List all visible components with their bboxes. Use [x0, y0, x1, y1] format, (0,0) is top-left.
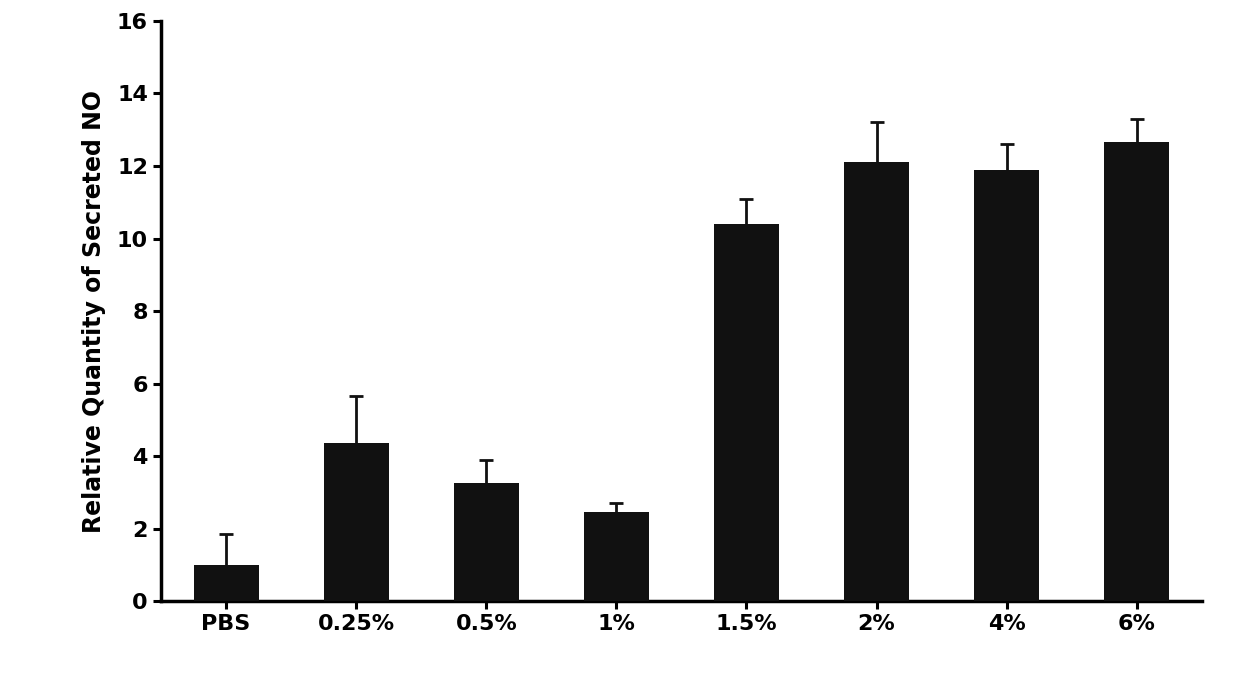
Bar: [1104, 143, 1170, 601]
Y-axis label: Relative Quantity of Secreted NO: Relative Quantity of Secreted NO: [82, 89, 105, 533]
Bar: [714, 224, 779, 601]
Bar: [453, 483, 519, 601]
Bar: [323, 443, 389, 601]
Bar: [584, 512, 649, 601]
Bar: [193, 565, 259, 601]
Bar: [974, 170, 1040, 601]
Bar: [844, 162, 909, 601]
